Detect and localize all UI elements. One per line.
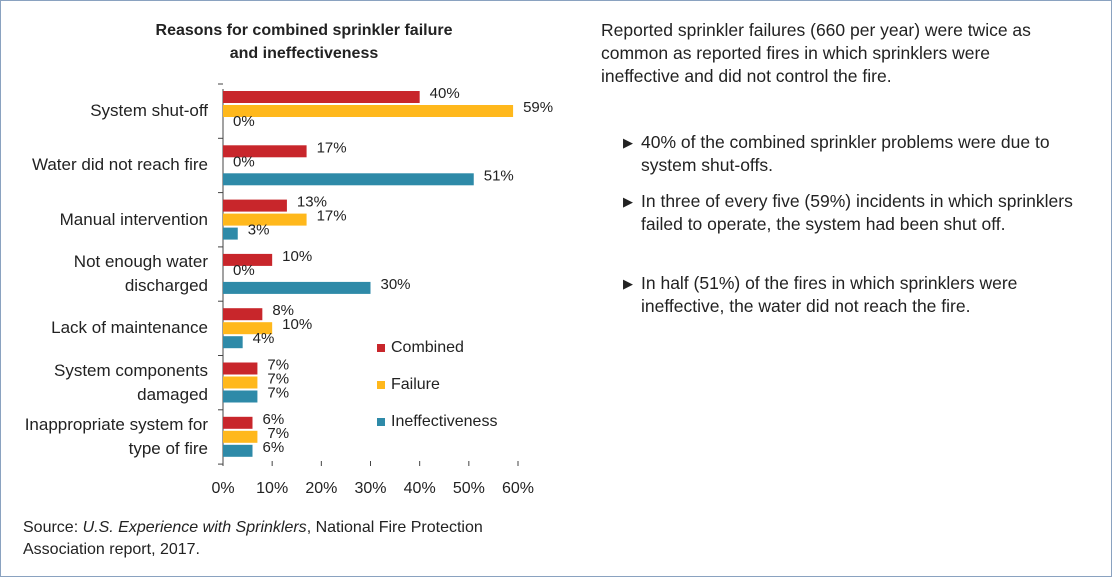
x-tick-label: 30% [354, 480, 386, 497]
x-tick-label: 10% [256, 480, 288, 497]
value-label: 0% [233, 262, 255, 279]
x-tick-label: 0% [211, 480, 234, 497]
source-rest: , National Fire Protection Association r… [23, 519, 483, 558]
bullet-text: In three of every five (59%) incidents i… [641, 191, 1073, 234]
legend-swatch [377, 344, 385, 352]
value-label: 0% [233, 153, 255, 170]
value-label: 7% [267, 356, 289, 373]
category-label: System shut-off [90, 101, 208, 120]
value-label: 3% [248, 222, 270, 239]
value-label: 6% [263, 439, 285, 456]
value-label: 17% [317, 139, 347, 156]
category-label: Lack of maintenance [51, 318, 208, 338]
bar [223, 105, 514, 117]
legend-swatch [377, 381, 385, 389]
value-label: 0% [233, 113, 255, 130]
value-label: 7% [267, 425, 289, 442]
bar [223, 416, 253, 429]
bar [223, 173, 474, 186]
value-label: 7% [267, 370, 289, 387]
value-label: 17% [317, 208, 347, 225]
bar [223, 308, 263, 321]
source: Source: U.S. Experience with Sprinklers,… [23, 517, 513, 561]
value-label: 13% [297, 194, 327, 211]
value-label: 4% [253, 330, 275, 347]
bullet-text: In half (51%) of the fires in which spri… [641, 273, 1018, 316]
value-label: 40% [430, 85, 460, 102]
bar [223, 253, 273, 266]
x-tick-label: 20% [305, 480, 337, 497]
category-label: Water did not reach fire [31, 155, 208, 175]
bar [223, 213, 307, 226]
category-label: Inappropriate system for type of fire [24, 414, 208, 458]
bar [223, 362, 258, 375]
value-label: 51% [484, 167, 514, 184]
x-tick-label: 60% [502, 480, 534, 497]
legend-label: Ineffectiveness [391, 413, 497, 430]
chart: Reasons for combined sprinkler failure a… [156, 22, 554, 497]
value-label: 59% [523, 99, 553, 116]
bullet-marker: ▶ [623, 276, 633, 291]
x-tick-label: 40% [404, 480, 436, 497]
bar [223, 281, 371, 294]
bullet-text: 40% of the combined sprinkler problems w… [641, 132, 1050, 175]
bullet: ▶ In three of every five (59%) incidents … [623, 190, 1103, 236]
chart-title: and ineffectiveness [230, 45, 379, 62]
category-label: Manual intervention [59, 209, 208, 229]
summary: Reported sprinkler failures (660 per yea… [601, 20, 1031, 86]
bar [223, 322, 273, 335]
category-label: System components damaged [53, 360, 208, 404]
value-label: 7% [267, 384, 289, 401]
value-label: 6% [263, 411, 285, 428]
bar [223, 390, 258, 403]
bullet: ▶ 40% of the combined sprinkler problems … [623, 131, 1103, 177]
bar [223, 145, 307, 158]
value-label: 10% [282, 316, 312, 333]
x-tick-label: 50% [453, 480, 485, 497]
source-title: U.S. Experience with Sprinklers [82, 519, 307, 536]
legend-swatch [377, 418, 385, 426]
chart-title: Reasons for combined sprinkler failure [156, 22, 453, 39]
bar [223, 199, 287, 212]
value-label: 8% [272, 302, 294, 319]
bullet-marker: ▶ [623, 194, 633, 209]
bar [223, 336, 243, 349]
bar [223, 91, 420, 103]
value-label: 10% [282, 248, 312, 265]
bar [223, 444, 253, 457]
legend-label: Failure [391, 376, 440, 393]
bullet: ▶ In half (51%) of the fires in which spr… [623, 272, 1103, 318]
bullet-marker: ▶ [623, 135, 633, 150]
source-label: Source: [23, 519, 79, 536]
bar [223, 227, 238, 240]
category-label: Not enough water discharged [73, 251, 208, 295]
legend-label: Combined [391, 339, 464, 356]
value-label: 30% [381, 276, 411, 293]
bar [223, 376, 258, 389]
bar [223, 430, 258, 443]
